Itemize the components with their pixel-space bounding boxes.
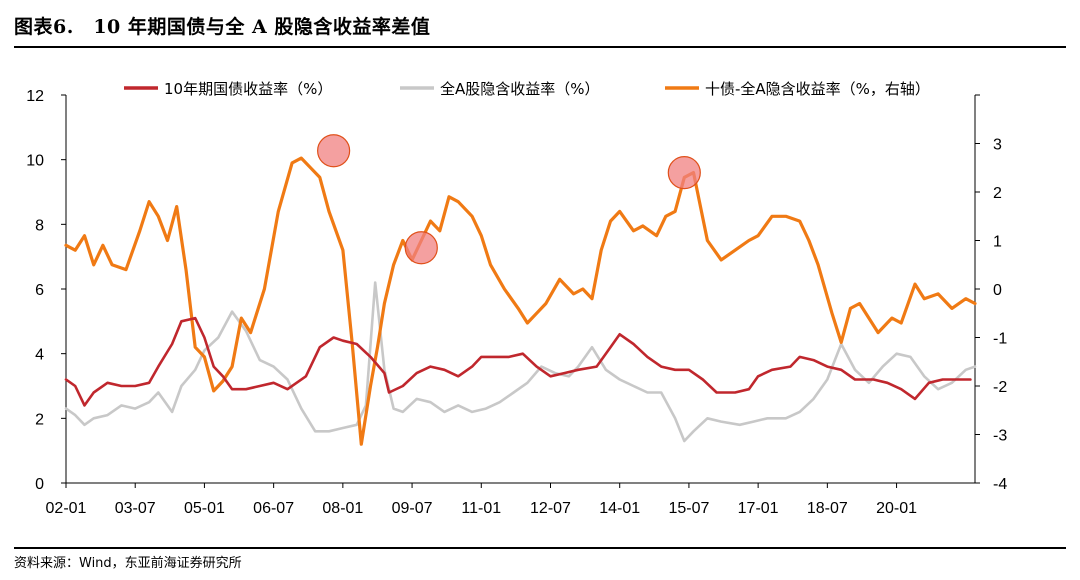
chart-annotations bbox=[317, 134, 701, 265]
chart-title: 图表6. 10 年期国债与全 A 股隐含收益率差值 bbox=[14, 16, 431, 38]
y-tick-label-right: 3 bbox=[993, 137, 1002, 154]
chart-series bbox=[64, 156, 977, 446]
chart-legend: 10年期国债收益率（%） 全A股隐含收益率（%） 十债-全A隐含收益率（%，右轴） bbox=[124, 80, 930, 98]
x-tick-label: 06-07 bbox=[253, 500, 294, 517]
highlight-circle-0 bbox=[317, 134, 351, 168]
y-tick-label-right: -3 bbox=[993, 428, 1007, 445]
y-tick-label-right: -2 bbox=[993, 379, 1007, 396]
y-tick-label-right: 1 bbox=[993, 234, 1002, 251]
legend-label-1: 全A股隐含收益率（%） bbox=[440, 80, 600, 98]
y-tick-label-left: 0 bbox=[35, 476, 44, 493]
x-tick-label: 20-01 bbox=[876, 500, 917, 517]
y-tick-label-right: 0 bbox=[993, 282, 1002, 299]
y-tick-label-left: 10 bbox=[26, 153, 44, 170]
x-tick-label: 12-07 bbox=[530, 500, 571, 517]
x-tick-label: 05-01 bbox=[184, 500, 225, 517]
y-tick-label-right: -1 bbox=[993, 331, 1007, 348]
highlight-circle-1 bbox=[404, 231, 438, 265]
y-tick-label-left: 12 bbox=[26, 88, 44, 105]
x-tick-label: 02-01 bbox=[46, 500, 87, 517]
x-tick-label: 11-01 bbox=[461, 500, 501, 517]
legend-label-0: 10年期国债收益率（%） bbox=[164, 80, 332, 98]
x-tick-label: 15-07 bbox=[668, 500, 709, 517]
series-line-1 bbox=[64, 281, 977, 443]
y-tick-label-right: -4 bbox=[993, 476, 1007, 493]
x-tick-label: 14-01 bbox=[599, 500, 640, 517]
legend-label-2: 十债-全A隐含收益率（%，右轴） bbox=[705, 80, 930, 98]
footer-rule bbox=[14, 547, 1066, 549]
y-tick-label-left: 6 bbox=[35, 282, 44, 299]
title-rule bbox=[14, 46, 1066, 48]
series-line-0 bbox=[64, 316, 972, 407]
source-note: 资料来源：Wind，东亚前海证券研究所 bbox=[14, 556, 242, 571]
highlight-circle-2 bbox=[667, 156, 701, 190]
x-tick-label: 03-07 bbox=[115, 500, 156, 517]
x-tick-label: 18-07 bbox=[807, 500, 848, 517]
y-tick-label-left: 4 bbox=[35, 347, 44, 364]
y-tick-label-right: 2 bbox=[993, 185, 1002, 202]
y-tick-label-left: 2 bbox=[35, 411, 44, 428]
y-tick-label-left: 8 bbox=[35, 217, 44, 234]
x-tick-label: 17-01 bbox=[738, 500, 779, 517]
series-line-2 bbox=[64, 156, 977, 446]
x-tick-label: 09-07 bbox=[392, 500, 433, 517]
x-tick-label: 08-01 bbox=[322, 500, 363, 517]
